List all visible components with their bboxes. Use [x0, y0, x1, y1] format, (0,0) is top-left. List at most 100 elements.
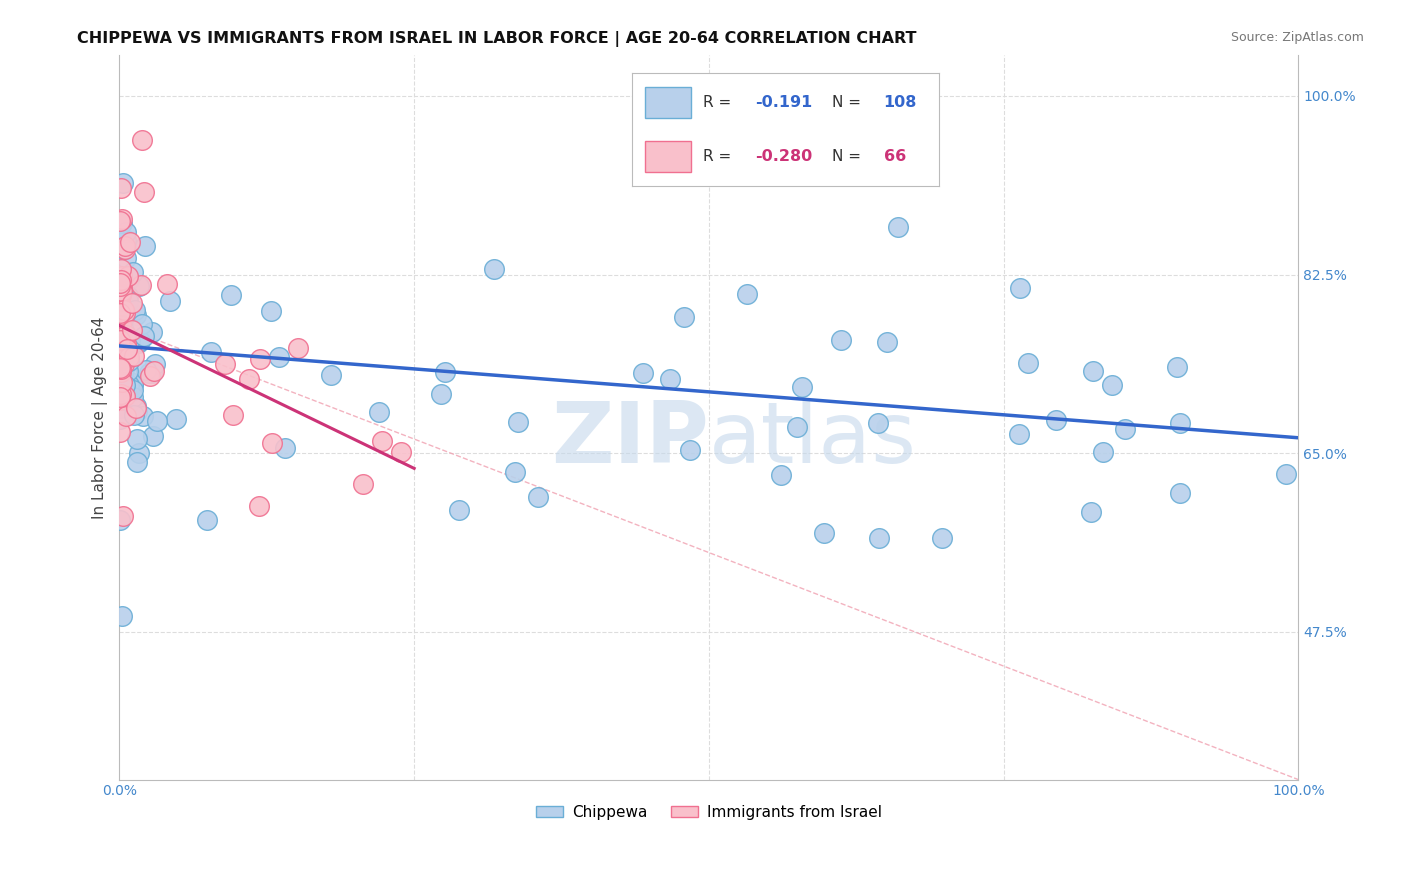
Point [830, 334, 852, 348]
Point [117, 342, 139, 356]
Point [110, 273, 132, 287]
Point [125, 404, 148, 418]
Point [114, 306, 136, 320]
Point [673, 310, 696, 325]
Point [132, 409, 155, 424]
Point [214, 357, 236, 371]
Point [118, 334, 141, 348]
Point [114, 389, 136, 403]
Point [118, 337, 141, 351]
Point [114, 239, 136, 253]
Point [108, 330, 131, 344]
Point [121, 296, 143, 310]
Point [321, 368, 343, 383]
Point [108, 343, 131, 358]
Point [111, 277, 134, 292]
Point [117, 269, 139, 284]
Point [112, 357, 135, 371]
Point [111, 351, 134, 366]
Point [108, 360, 131, 375]
Point [146, 414, 169, 428]
Point [135, 363, 157, 377]
Point [111, 310, 134, 324]
Point [114, 359, 136, 374]
Text: ZIP: ZIP [551, 398, 709, 481]
Point [108, 331, 131, 345]
Point [110, 296, 132, 310]
Point [118, 350, 141, 364]
Point [112, 283, 135, 297]
Point [125, 309, 148, 323]
Point [200, 345, 222, 359]
Point [117, 288, 139, 302]
Point [127, 455, 149, 469]
Point [122, 376, 145, 390]
Point [503, 465, 526, 479]
Point [1168, 486, 1191, 500]
Point [352, 477, 374, 491]
Point [868, 532, 890, 546]
Point [1045, 412, 1067, 426]
Point [131, 317, 153, 331]
Point [195, 513, 218, 527]
Point [1101, 378, 1123, 392]
Point [931, 532, 953, 546]
Point [108, 336, 131, 351]
Point [1166, 360, 1188, 375]
Point [111, 312, 134, 326]
Point [1274, 467, 1296, 481]
Point [110, 341, 132, 355]
Point [108, 334, 131, 349]
Point [1080, 505, 1102, 519]
Point [108, 278, 131, 293]
Text: CHIPPEWA VS IMMIGRANTS FROM ISRAEL IN LABOR FORCE | AGE 20-64 CORRELATION CHART: CHIPPEWA VS IMMIGRANTS FROM ISRAEL IN LA… [77, 31, 917, 47]
Point [868, 417, 890, 431]
Point [129, 334, 152, 348]
Point [127, 336, 149, 351]
Point [118, 354, 141, 368]
Point [134, 186, 156, 200]
Point [128, 279, 150, 293]
Point [1091, 445, 1114, 459]
Point [115, 233, 138, 247]
Point [792, 380, 814, 394]
Point [122, 350, 145, 364]
Point [247, 499, 270, 513]
Point [115, 225, 138, 239]
Point [786, 420, 808, 434]
Point [124, 401, 146, 415]
Point [114, 336, 136, 351]
Point [112, 272, 135, 286]
Point [112, 302, 135, 317]
Point [118, 235, 141, 250]
Point [108, 309, 131, 323]
Point [114, 251, 136, 265]
Point [129, 277, 152, 292]
Point [110, 333, 132, 347]
Point [434, 365, 457, 379]
Point [389, 445, 412, 459]
Point [267, 350, 290, 364]
Point [142, 363, 165, 377]
Point [262, 435, 284, 450]
Point [111, 609, 134, 624]
Point [108, 513, 131, 527]
Point [769, 467, 792, 482]
Point [110, 273, 132, 287]
Point [142, 429, 165, 443]
Point [125, 432, 148, 446]
Point [117, 293, 139, 308]
Point [114, 377, 136, 392]
Point [112, 366, 135, 380]
Point [108, 390, 131, 404]
Point [108, 214, 131, 228]
Point [633, 366, 655, 380]
Point [110, 287, 132, 301]
Point [110, 268, 132, 283]
Point [117, 350, 139, 364]
Point [125, 399, 148, 413]
Point [110, 425, 132, 440]
Point [238, 372, 260, 386]
Point [165, 412, 187, 426]
Point [110, 181, 132, 195]
